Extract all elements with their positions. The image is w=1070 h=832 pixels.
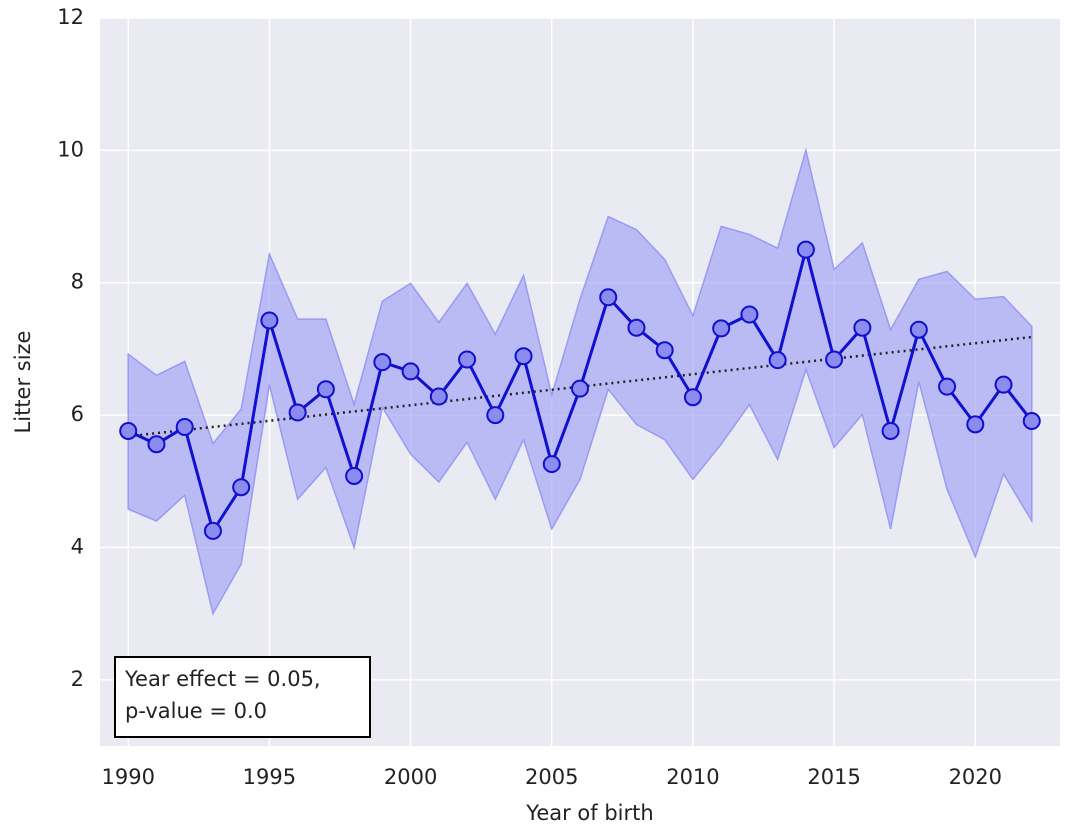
data-point [712,319,731,338]
y-tick-label: 4 [71,534,84,558]
y-tick-label: 10 [57,137,84,161]
y-tick-label: 6 [71,402,84,426]
data-point [853,318,872,337]
data-point [345,466,364,485]
data-point [458,350,477,369]
data-point [994,375,1013,394]
data-point [316,380,335,399]
data-point [203,521,222,540]
y-tick-label: 12 [57,5,84,29]
data-point [599,288,618,307]
data-point [740,305,759,324]
data-point [909,320,928,339]
data-point [429,387,448,406]
x-tick-label: 1995 [243,765,296,789]
data-point [796,240,815,259]
data-point [627,318,646,337]
data-point [938,377,957,396]
data-point [768,351,787,370]
data-point [401,362,420,381]
data-point [260,311,279,330]
data-point [683,388,702,407]
data-point [881,421,900,440]
data-point [175,418,194,437]
y-tick-label: 2 [71,667,84,691]
x-tick-label: 2015 [807,765,860,789]
data-point [486,406,505,425]
y-tick-label: 8 [71,270,84,294]
data-point [514,347,533,366]
data-point [288,403,307,422]
data-point [966,415,985,434]
x-tick-label: 2005 [525,765,578,789]
data-point [655,341,674,360]
x-tick-label: 2010 [666,765,719,789]
annotation-text: Year effect = 0.05, [124,667,321,691]
x-axis-label: Year of birth [525,801,653,825]
data-point [232,478,251,497]
data-point [571,379,589,398]
y-axis-label: Litter size [11,331,35,434]
x-tick-label: 1990 [102,765,155,789]
data-point [542,455,561,474]
x-tick-label: 2000 [384,765,437,789]
data-point [825,350,844,369]
data-point [373,353,392,372]
data-point [119,421,138,440]
annotation-text: p-value = 0.0 [125,699,267,723]
trend-line [128,335,1032,438]
data-point [147,435,166,454]
annotation-box [114,656,371,738]
data-point [1022,412,1041,431]
x-tick-label: 2020 [949,765,1002,789]
